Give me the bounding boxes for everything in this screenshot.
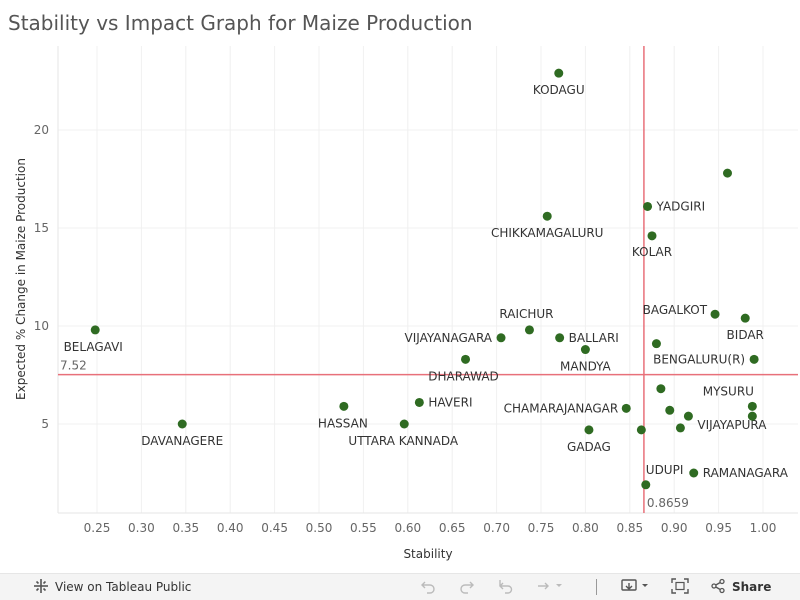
x-tick-label: 1.00 — [750, 521, 777, 535]
refresh-button[interactable] — [536, 574, 562, 600]
data-point[interactable] — [461, 354, 471, 364]
data-point[interactable] — [641, 480, 651, 490]
reference-line-y-label: 7.52 — [60, 359, 87, 373]
data-point[interactable] — [656, 384, 666, 394]
data-point[interactable] — [339, 401, 349, 411]
data-label: BELAGAVI — [64, 340, 123, 354]
data-point[interactable] — [689, 468, 699, 478]
x-tick-label: 0.60 — [394, 521, 421, 535]
data-point[interactable] — [749, 354, 759, 364]
data-label: RAICHUR — [499, 307, 553, 321]
y-axis-title: Expected % Change in Maize Production — [14, 158, 28, 400]
x-tick-label: 0.25 — [84, 521, 111, 535]
share-button[interactable]: Share — [710, 574, 771, 600]
y-tick-label: 5 — [41, 417, 49, 431]
fullscreen-button[interactable] — [671, 574, 689, 600]
download-icon — [621, 578, 651, 597]
reference-line-x-label: 0.8659 — [647, 496, 689, 510]
download-button[interactable] — [621, 574, 651, 600]
data-label: VIJAYAPURA — [697, 418, 767, 432]
y-tick-label: 15 — [34, 221, 49, 235]
x-tick-label: 0.35 — [172, 521, 199, 535]
data-label: YADGIRI — [656, 199, 706, 213]
x-tick-label: 0.30 — [128, 521, 155, 535]
x-tick-label: 0.95 — [705, 521, 732, 535]
data-point[interactable] — [554, 68, 564, 78]
data-point[interactable] — [542, 211, 552, 221]
data-label: DHARAWAD — [428, 369, 499, 383]
undo-button[interactable] — [420, 574, 436, 600]
data-label: UDUPI — [646, 463, 684, 477]
data-label: RAMANAGARA — [703, 466, 789, 480]
x-tick-label: 0.65 — [439, 521, 466, 535]
data-point[interactable] — [177, 419, 187, 429]
x-axis-title: Stability — [403, 547, 452, 561]
data-label: HASSAN — [318, 416, 368, 430]
x-tick-label: 0.85 — [616, 521, 643, 535]
data-point[interactable] — [399, 419, 409, 429]
data-label: MANDYA — [560, 360, 612, 374]
data-label: CHIKKAMAGALURU — [491, 226, 604, 240]
data-label: KODAGU — [533, 83, 585, 97]
share-icon — [710, 578, 726, 597]
data-label: MYSURU — [703, 384, 754, 398]
share-label: Share — [732, 580, 772, 594]
x-tick-label: 0.75 — [528, 521, 555, 535]
fullscreen-icon — [671, 577, 689, 597]
refresh-icon — [536, 578, 562, 597]
data-point[interactable] — [651, 339, 661, 349]
x-tick-label: 0.80 — [572, 521, 599, 535]
data-label: BAGALKOT — [643, 303, 708, 317]
data-point[interactable] — [580, 345, 590, 355]
data-label: HAVERI — [428, 395, 472, 409]
toolbar-divider — [596, 579, 597, 595]
data-label: VIJAYANAGARA — [405, 331, 493, 345]
redo-button[interactable] — [459, 574, 475, 600]
tableau-icon — [33, 578, 49, 597]
data-label: CHAMARAJANAGAR — [504, 401, 619, 415]
x-tick-label: 0.45 — [261, 521, 288, 535]
data-point[interactable] — [90, 325, 100, 335]
data-label: BALLARI — [569, 331, 619, 345]
undo-icon — [420, 578, 436, 597]
data-point[interactable] — [740, 313, 750, 323]
data-label: DAVANAGERE — [141, 434, 223, 448]
x-tick-label: 0.40 — [217, 521, 244, 535]
data-point[interactable] — [675, 423, 685, 433]
data-label: UTTARA KANNADA — [348, 434, 458, 448]
data-point[interactable] — [496, 333, 506, 343]
data-label: KOLAR — [632, 245, 672, 259]
tableau-toolbar: View on Tableau Public Share — [0, 573, 800, 600]
view-on-tableau-link[interactable]: View on Tableau Public — [33, 574, 191, 600]
data-point[interactable] — [555, 333, 565, 343]
data-point[interactable] — [683, 411, 693, 421]
data-point[interactable] — [722, 168, 732, 178]
data-point[interactable] — [584, 425, 594, 435]
revert-button[interactable] — [498, 574, 514, 600]
data-label: BIDAR — [727, 328, 764, 342]
data-label: BENGALURU(R) — [653, 352, 745, 366]
x-tick-label: 0.55 — [350, 521, 377, 535]
data-point[interactable] — [636, 425, 646, 435]
redo-icon — [459, 578, 475, 597]
data-point[interactable] — [647, 231, 657, 241]
data-point[interactable] — [710, 309, 720, 319]
data-point[interactable] — [414, 397, 424, 407]
x-tick-label: 0.90 — [661, 521, 688, 535]
y-tick-label: 20 — [34, 123, 49, 137]
scatter-chart: 0.25 0.30 0.35 0.40 0.45 0.50 0.55 0.60 0.65 0.70… — [14, 46, 798, 561]
data-point[interactable] — [621, 403, 631, 413]
revert-icon — [498, 578, 514, 597]
view-on-tableau-label: View on Tableau Public — [55, 580, 192, 594]
x-tick-label: 0.70 — [483, 521, 510, 535]
y-tick-label: 10 — [34, 319, 49, 333]
data-point[interactable] — [747, 411, 757, 421]
data-point[interactable] — [643, 201, 653, 211]
chart-title: Stability vs Impact Graph for Maize Prod… — [8, 11, 473, 35]
x-tick-label: 0.50 — [306, 521, 333, 535]
data-point[interactable] — [665, 405, 675, 415]
data-point[interactable] — [747, 401, 757, 411]
data-label: GADAG — [567, 440, 611, 454]
data-point[interactable] — [524, 325, 534, 335]
